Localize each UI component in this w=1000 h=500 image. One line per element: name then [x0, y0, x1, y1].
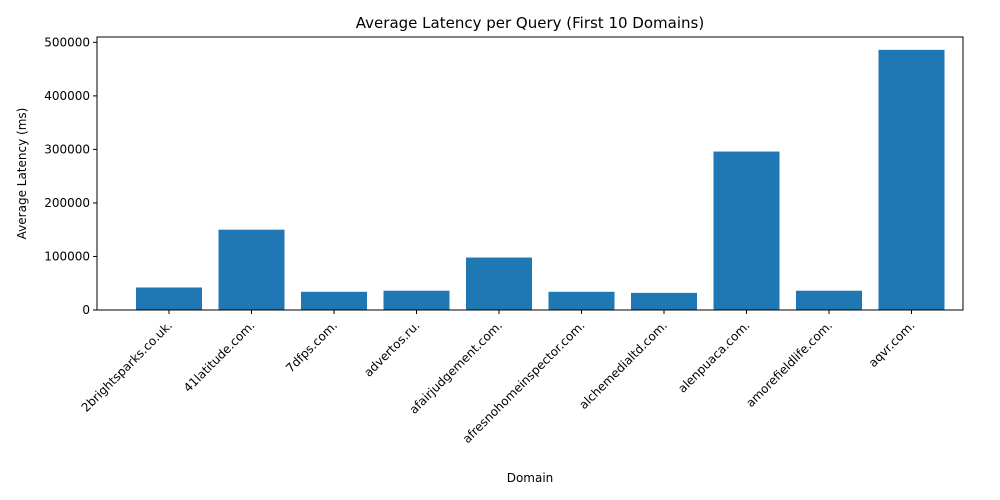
- bar-7: [713, 151, 780, 310]
- x-tick-label: 2brightsparks.co.uk.: [79, 318, 176, 415]
- bar-3: [383, 290, 450, 310]
- x-tick-label: 7dfps.com.: [283, 318, 340, 375]
- y-axis-ticks: 0 100000 200000 300000 400000 500000: [44, 35, 97, 317]
- bar-0: [136, 287, 202, 310]
- x-tick-label: alchemedialtd.com.: [576, 318, 670, 412]
- y-tick-label: 400000: [44, 89, 90, 103]
- y-tick-label: 300000: [44, 142, 90, 156]
- y-tick-label: 100000: [44, 249, 90, 263]
- x-tick-label: afairjudgement.com.: [407, 318, 506, 417]
- x-tick-label: alenpuaca.com.: [675, 318, 752, 395]
- x-tick-label: amorefieldlife.com.: [743, 318, 835, 410]
- x-tick-label: 41latitude.com.: [181, 318, 258, 395]
- bar-5: [548, 291, 615, 310]
- bars-group: [136, 49, 945, 311]
- y-tick-label: 200000: [44, 196, 90, 210]
- bar-1: [218, 229, 285, 310]
- y-tick-label: 0: [82, 303, 90, 317]
- x-axis-label: Domain: [507, 471, 554, 485]
- x-tick-label: aqvr.com.: [866, 318, 918, 370]
- bar-2: [301, 291, 367, 310]
- y-tick-label: 500000: [44, 35, 90, 49]
- x-tick-label: advertos.ru.: [361, 318, 422, 379]
- chart-title: Average Latency per Query (First 10 Doma…: [356, 14, 704, 32]
- plot-frame: [96, 36, 964, 311]
- bar-8: [796, 290, 862, 310]
- y-axis-label: Average Latency (ms): [15, 108, 29, 240]
- bar-4: [466, 257, 532, 310]
- bar-9: [878, 49, 945, 311]
- bar-6: [631, 292, 697, 310]
- x-axis-ticks: 2brightsparks.co.uk. 41latitude.com. 7dfps…: [79, 310, 918, 446]
